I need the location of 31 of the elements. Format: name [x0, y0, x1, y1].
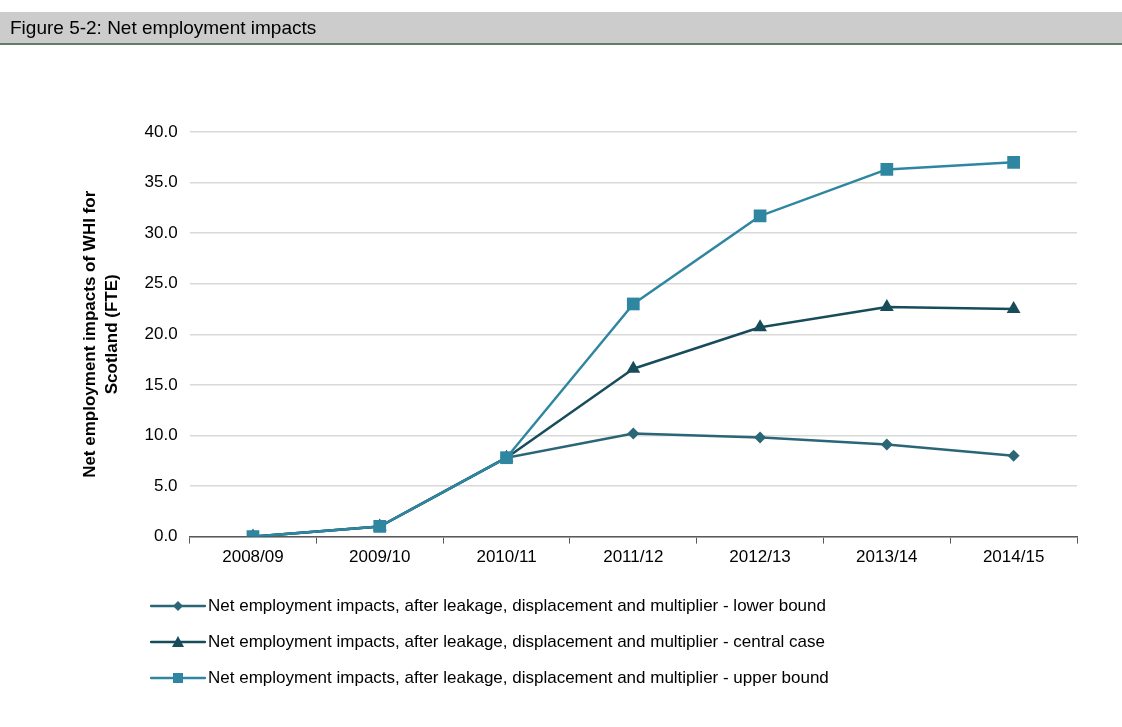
point — [626, 297, 640, 311]
x-tick-label: 2012/13 — [729, 547, 791, 567]
y-tick-label: 25.0 — [144, 273, 178, 293]
y-tick-label: 0.0 — [153, 526, 178, 546]
x-tick-label: 2010/11 — [476, 547, 537, 567]
point — [1007, 155, 1020, 169]
x-tick-label: 2008/09 — [222, 547, 284, 567]
point — [1007, 449, 1020, 462]
y-tick-label: 5.0 — [153, 475, 178, 495]
y-tick-label: 30.0 — [144, 222, 178, 242]
chart-title: Figure 5-2: Net employment impacts — [10, 16, 317, 40]
y-tick-label: 10.0 — [144, 425, 178, 445]
x-tick-label: 2013/14 — [856, 547, 918, 567]
y-axis-title: Net employment impacts of WHI for Scotland (FTE) — [80, 190, 121, 478]
y-tick-label: 40.0 — [144, 121, 178, 141]
point — [880, 438, 893, 451]
point — [1006, 301, 1021, 314]
x-tick-label: 2014/15 — [982, 547, 1045, 567]
x-tick-label: 2009/10 — [349, 547, 411, 567]
legend-label: Net employment impacts, after leakage, displacement and multiplier - upper bound — [208, 668, 829, 688]
x-tick-label: 2011/12 — [603, 547, 664, 567]
y-tick-label: 15.0 — [144, 374, 178, 394]
point — [754, 431, 767, 444]
point — [880, 163, 894, 176]
point — [627, 427, 640, 440]
legend-label: Net employment impacts, after leakage, displacement and multiplier - lower bound — [208, 596, 826, 616]
point — [626, 360, 641, 373]
legend-label: Net employment impacts, after leakage, displacement and multiplier - central case — [208, 632, 826, 652]
y-tick-label: 35.0 — [144, 172, 178, 192]
y-tick-label: 20.0 — [144, 323, 178, 343]
point — [753, 319, 767, 332]
